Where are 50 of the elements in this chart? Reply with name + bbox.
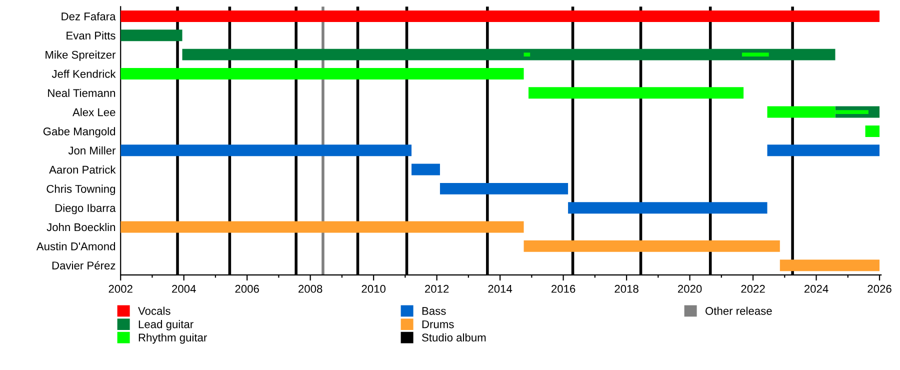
y-tick-label: Chris Towning: [46, 184, 116, 196]
y-tick-label: Aaron Patrick: [49, 166, 116, 174]
legend-label: Rhythm guitar: [138, 333, 207, 344]
y-tick-label: Mike Spreitzer: [46, 50, 116, 61]
x-tick-label: 2008: [298, 284, 322, 293]
x-tick-label: 2022: [741, 284, 765, 293]
bar: [182, 48, 836, 60]
bar: [120, 144, 412, 156]
x-tick-label: 2012: [425, 284, 449, 293]
bar: [742, 52, 769, 56]
legend-label: Bass: [422, 307, 446, 315]
bar: [568, 202, 768, 214]
x-tick-label: 2014: [488, 284, 512, 293]
y-tick-label: Neal Tiemann: [48, 88, 116, 98]
bar: [120, 30, 182, 42]
bar: [120, 10, 880, 22]
bar: [412, 164, 440, 176]
legend-label: Drums: [422, 320, 454, 328]
bar: [767, 144, 880, 156]
legend-label: Studio album: [422, 333, 486, 342]
legend-label: Lead guitar: [138, 320, 194, 330]
bar: [524, 240, 780, 252]
y-tick-label: Gabe Mangold: [43, 127, 116, 138]
legend-label: Vocals: [138, 306, 170, 315]
y-tick-label: Jon Miller: [68, 146, 116, 154]
bar: [440, 182, 568, 194]
y-tick-label: Dez Fafara: [62, 12, 116, 20]
y-tick-label: John Boecklin: [46, 222, 116, 232]
x-tick-label: 2024: [804, 284, 828, 293]
x-tick-label: 2010: [362, 284, 386, 293]
y-tick-label: Davier Pérez: [52, 261, 116, 270]
bar: [120, 68, 524, 80]
x-tick-label: 2018: [614, 284, 638, 293]
x-tick-label: 2004: [172, 284, 196, 293]
x-tick-label: 2002: [108, 284, 132, 293]
bar: [865, 125, 880, 137]
y-tick-label: Alex Lee: [72, 108, 116, 116]
y-tick-label: Diego Ibarra: [56, 204, 116, 214]
x-tick-label: 2026: [868, 284, 892, 293]
x-tick-label: 2016: [552, 284, 576, 293]
legend-label: Other release: [706, 306, 772, 315]
y-tick-label: Jeff Kendrick: [52, 70, 116, 78]
x-tick-label: 2006: [235, 284, 259, 293]
bar: [780, 260, 880, 272]
bar: [524, 52, 530, 56]
y-tick-label: Austin D'Amond: [36, 242, 116, 250]
y-tick-label: Evan Pitts: [66, 31, 116, 40]
bar: [528, 87, 744, 99]
bar: [120, 221, 524, 233]
x-tick-label: 2020: [678, 284, 702, 293]
